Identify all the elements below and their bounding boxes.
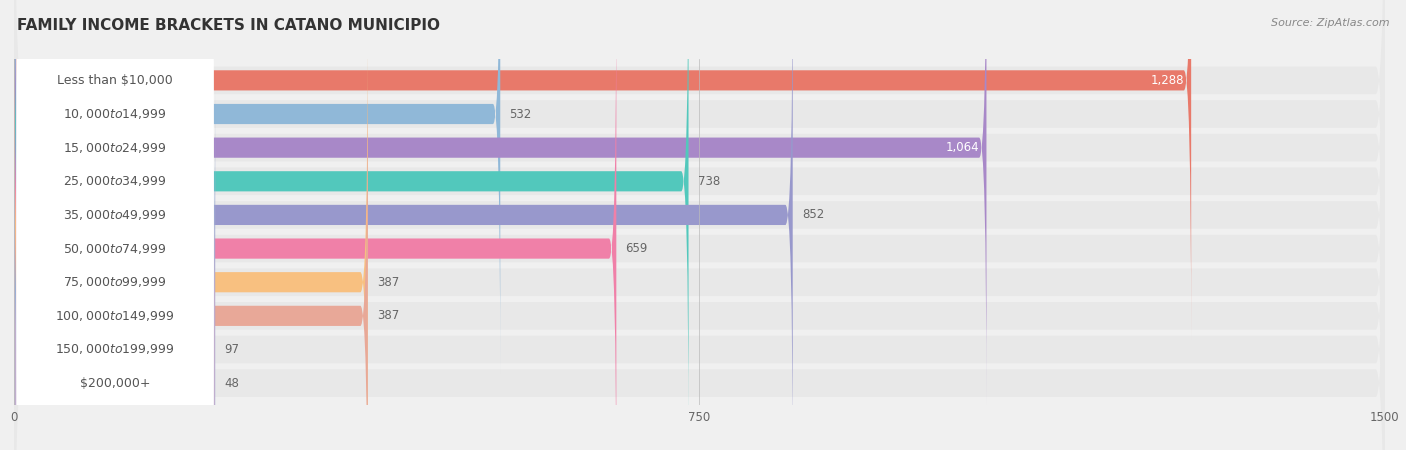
FancyBboxPatch shape [14, 0, 689, 440]
FancyBboxPatch shape [14, 0, 1385, 450]
Text: 659: 659 [626, 242, 648, 255]
Text: 48: 48 [225, 377, 239, 390]
Text: $50,000 to $74,999: $50,000 to $74,999 [63, 242, 167, 256]
FancyBboxPatch shape [14, 0, 1385, 450]
Text: 738: 738 [697, 175, 720, 188]
Text: Source: ZipAtlas.com: Source: ZipAtlas.com [1271, 18, 1389, 28]
FancyBboxPatch shape [14, 0, 1385, 436]
FancyBboxPatch shape [14, 23, 368, 450]
FancyBboxPatch shape [14, 0, 1385, 450]
Text: Less than $10,000: Less than $10,000 [58, 74, 173, 87]
Text: 387: 387 [377, 309, 399, 322]
Text: $200,000+: $200,000+ [80, 377, 150, 390]
Text: $150,000 to $199,999: $150,000 to $199,999 [55, 342, 174, 356]
FancyBboxPatch shape [14, 57, 368, 450]
FancyBboxPatch shape [14, 0, 987, 407]
FancyBboxPatch shape [17, 0, 214, 450]
FancyBboxPatch shape [14, 0, 1385, 403]
FancyBboxPatch shape [17, 0, 214, 373]
Text: 387: 387 [377, 276, 399, 289]
Text: 1,288: 1,288 [1150, 74, 1184, 87]
FancyBboxPatch shape [14, 90, 215, 450]
FancyBboxPatch shape [14, 60, 1385, 450]
FancyBboxPatch shape [17, 0, 214, 440]
FancyBboxPatch shape [17, 124, 214, 450]
FancyBboxPatch shape [14, 0, 1385, 450]
FancyBboxPatch shape [17, 0, 214, 450]
FancyBboxPatch shape [14, 27, 1385, 450]
Text: 532: 532 [509, 108, 531, 121]
Text: $25,000 to $34,999: $25,000 to $34,999 [63, 174, 167, 188]
Text: $75,000 to $99,999: $75,000 to $99,999 [63, 275, 167, 289]
Text: 852: 852 [801, 208, 824, 221]
FancyBboxPatch shape [14, 124, 215, 450]
FancyBboxPatch shape [17, 0, 214, 339]
FancyBboxPatch shape [14, 0, 1385, 450]
FancyBboxPatch shape [17, 23, 214, 450]
FancyBboxPatch shape [14, 0, 1191, 339]
Text: $35,000 to $49,999: $35,000 to $49,999 [63, 208, 167, 222]
FancyBboxPatch shape [17, 90, 214, 450]
FancyBboxPatch shape [17, 0, 214, 407]
Text: $10,000 to $14,999: $10,000 to $14,999 [63, 107, 167, 121]
Text: $100,000 to $149,999: $100,000 to $149,999 [55, 309, 174, 323]
FancyBboxPatch shape [17, 57, 214, 450]
Text: 1,064: 1,064 [945, 141, 979, 154]
Text: FAMILY INCOME BRACKETS IN CATANO MUNICIPIO: FAMILY INCOME BRACKETS IN CATANO MUNICIP… [17, 18, 440, 33]
FancyBboxPatch shape [14, 0, 616, 450]
FancyBboxPatch shape [14, 0, 501, 373]
Text: 97: 97 [225, 343, 239, 356]
FancyBboxPatch shape [14, 0, 793, 450]
Text: $15,000 to $24,999: $15,000 to $24,999 [63, 141, 167, 155]
FancyBboxPatch shape [14, 0, 1385, 450]
